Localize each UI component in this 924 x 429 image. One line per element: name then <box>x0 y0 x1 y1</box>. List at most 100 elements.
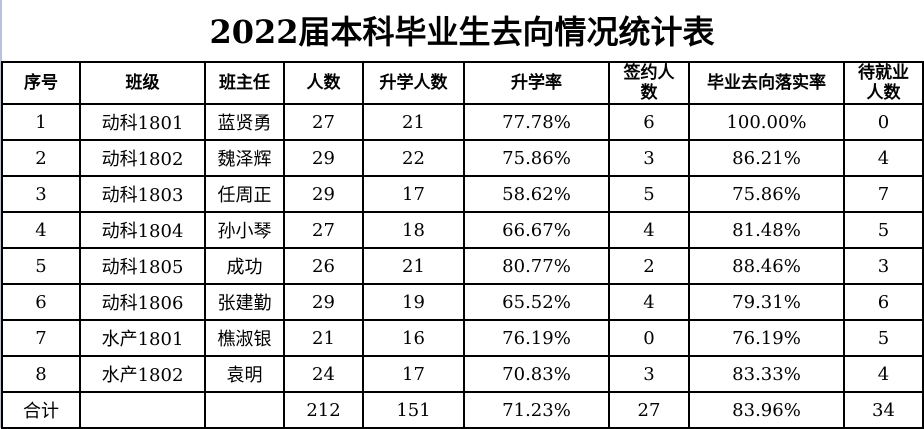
table-cell: 动科1805 <box>79 247 206 285</box>
column-header: 待就业人数 <box>843 61 924 105</box>
table-cell: 4 <box>843 355 924 393</box>
table-row: 2 动科1802 魏泽辉 29 22 75.86% 3 86.21% 4 <box>1 139 924 177</box>
table-cell: 22 <box>362 139 465 177</box>
table-cell: 张建勤 <box>204 283 285 321</box>
table-cell: 17 <box>362 175 465 213</box>
table-cell: 16 <box>362 319 465 357</box>
table-cell: 0 <box>843 103 924 141</box>
total-cell: 151 <box>362 391 465 429</box>
table-cell: 6 <box>608 103 690 141</box>
table-cell: 2 <box>608 247 690 285</box>
total-cell <box>204 391 285 429</box>
column-header: 序号 <box>1 61 81 105</box>
table-cell: 任周正 <box>204 175 285 213</box>
table-cell: 29 <box>283 283 364 321</box>
column-header: 毕业去向落实率 <box>688 61 845 105</box>
table-cell: 79.31% <box>688 283 845 321</box>
column-header: 班级 <box>79 61 206 105</box>
table-row: 6 动科1806 张建勤 29 19 65.52% 4 79.31% 6 <box>1 283 924 321</box>
table-cell: 65.52% <box>463 283 610 321</box>
table-cell: 88.46% <box>688 247 845 285</box>
table-cell: 4 <box>1 211 81 249</box>
table-cell: 动科1801 <box>79 103 206 141</box>
table-cell: 80.77% <box>463 247 610 285</box>
table-cell: 29 <box>283 175 364 213</box>
table-cell: 蓝贤勇 <box>204 103 285 141</box>
table-row: 4 动科1804 孙小琴 27 18 66.67% 4 81.48% 5 <box>1 211 924 249</box>
table-cell: 4 <box>608 283 690 321</box>
total-cell <box>79 391 206 429</box>
table-cell: 29 <box>283 139 364 177</box>
left-border <box>0 0 2 428</box>
statistics-table: 序号 班级 班主任 人数 升学人数 升学率 签约人数 毕业去向落实率 待就业人数 1 动科1801… <box>1 61 924 429</box>
table-cell: 77.78% <box>463 103 610 141</box>
table-cell: 水产1801 <box>79 319 206 357</box>
table-cell: 21 <box>362 103 465 141</box>
table-cell: 21 <box>283 319 364 357</box>
table-cell: 5 <box>843 319 924 357</box>
table-row: 8 水产1802 袁明 24 17 70.83% 3 83.33% 4 <box>1 355 924 393</box>
table-cell: 3 <box>608 139 690 177</box>
table-cell: 7 <box>1 319 81 357</box>
column-header: 升学率 <box>463 61 610 105</box>
table-cell: 5 <box>843 211 924 249</box>
page-title: 2022届本科毕业生去向情况统计表 <box>209 13 715 51</box>
table-cell: 0 <box>608 319 690 357</box>
table-cell: 75.86% <box>688 175 845 213</box>
header-row: 序号 班级 班主任 人数 升学人数 升学率 签约人数 毕业去向落实率 待就业人数 <box>1 61 924 105</box>
table-cell: 75.86% <box>463 139 610 177</box>
column-header: 签约人数 <box>608 61 690 105</box>
table-cell: 5 <box>1 247 81 285</box>
table-cell: 动科1806 <box>79 283 206 321</box>
column-header: 班主任 <box>204 61 285 105</box>
table-cell: 樵淑银 <box>204 319 285 357</box>
table-cell: 成功 <box>204 247 285 285</box>
table-cell: 18 <box>362 211 465 249</box>
total-cell: 合计 <box>1 391 81 429</box>
table-cell: 4 <box>843 139 924 177</box>
table-cell: 19 <box>362 283 465 321</box>
table-cell: 27 <box>283 211 364 249</box>
table-cell: 动科1804 <box>79 211 206 249</box>
table-cell: 66.67% <box>463 211 610 249</box>
table-cell: 17 <box>362 355 465 393</box>
table-row: 5 动科1805 成功 26 21 80.77% 2 88.46% 3 <box>1 247 924 285</box>
table-cell: 动科1803 <box>79 175 206 213</box>
table-cell: 袁明 <box>204 355 285 393</box>
total-cell: 27 <box>608 391 690 429</box>
table-cell: 动科1802 <box>79 139 206 177</box>
table-cell: 水产1802 <box>79 355 206 393</box>
table-cell: 58.62% <box>463 175 610 213</box>
table-cell: 21 <box>362 247 465 285</box>
table-cell: 26 <box>283 247 364 285</box>
table-cell: 1 <box>1 103 81 141</box>
table-cell: 8 <box>1 355 81 393</box>
column-header: 升学人数 <box>362 61 465 105</box>
table-cell: 27 <box>283 103 364 141</box>
table-cell: 孙小琴 <box>204 211 285 249</box>
table-cell: 76.19% <box>463 319 610 357</box>
table-cell: 2 <box>1 139 81 177</box>
table-cell: 81.48% <box>688 211 845 249</box>
table-cell: 3 <box>608 355 690 393</box>
table-cell: 6 <box>843 283 924 321</box>
table-cell: 70.83% <box>463 355 610 393</box>
table-cell: 83.33% <box>688 355 845 393</box>
table-row: 7 水产1801 樵淑银 21 16 76.19% 0 76.19% 5 <box>1 319 924 357</box>
table-cell: 魏泽辉 <box>204 139 285 177</box>
table-cell: 24 <box>283 355 364 393</box>
table-cell: 4 <box>608 211 690 249</box>
column-header: 人数 <box>283 61 364 105</box>
table-cell: 6 <box>1 283 81 321</box>
table-cell: 3 <box>843 247 924 285</box>
table-cell: 3 <box>1 175 81 213</box>
total-cell: 71.23% <box>463 391 610 429</box>
table-cell: 76.19% <box>688 319 845 357</box>
table-cell: 7 <box>843 175 924 213</box>
table-row: 3 动科1803 任周正 29 17 58.62% 5 75.86% 7 <box>1 175 924 213</box>
table-cell: 86.21% <box>688 139 845 177</box>
total-cell: 34 <box>843 391 924 429</box>
total-row: 合计 212 151 71.23% 27 83.96% 34 <box>1 391 924 429</box>
total-cell: 83.96% <box>688 391 845 429</box>
table-row: 1 动科1801 蓝贤勇 27 21 77.78% 6 100.00% 0 <box>1 103 924 141</box>
